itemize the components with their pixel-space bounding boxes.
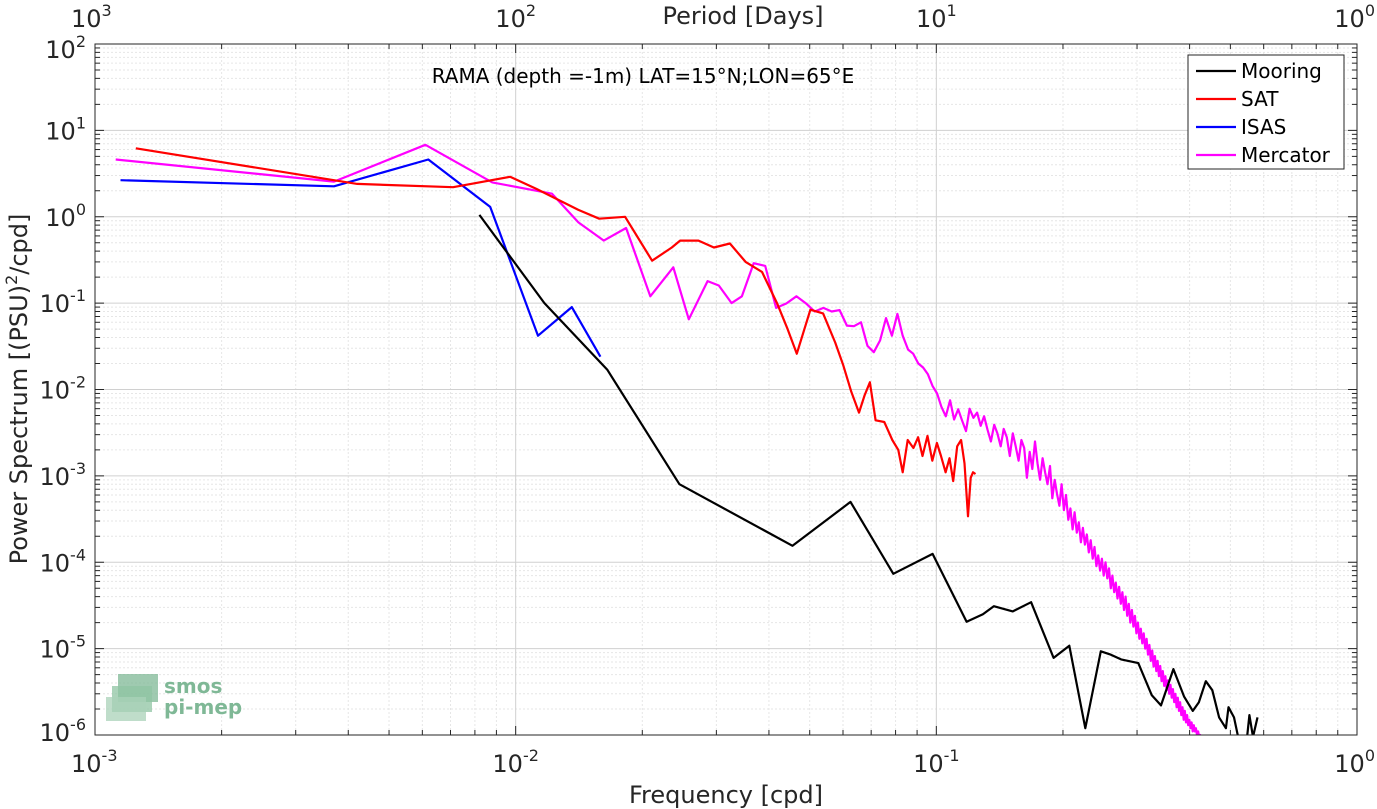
y-axis-label-sup: 2 — [2, 275, 21, 285]
logo-text-smos: smos — [164, 674, 222, 698]
x-tick-label-base: 10 — [492, 750, 523, 778]
top-tick-label-base: 10 — [916, 5, 947, 33]
y-tick-label-base: 10 — [40, 719, 71, 747]
top-tick-label-exponent: 1 — [947, 1, 957, 20]
x-tick-label: 10-3 — [71, 746, 118, 778]
y-axis-label-tail: /cpd] — [5, 214, 33, 275]
y-tick-label: 10-3 — [40, 459, 87, 491]
y-tick-label-base: 10 — [40, 290, 71, 318]
smos-pi-mep-logo: smos pi-mep — [106, 674, 242, 721]
series-line-mooring — [478, 214, 1259, 735]
x-tick-label-exponent: -1 — [944, 746, 960, 765]
y-tick-label-exponent: 2 — [76, 32, 86, 51]
y-tick-label-base: 10 — [40, 463, 71, 491]
y-tick-label-base: 10 — [45, 36, 76, 64]
x-tick-label: 10-1 — [913, 746, 960, 778]
top-tick-label-base: 10 — [71, 5, 102, 33]
y-tick-label-exponent: -1 — [70, 286, 86, 305]
x-tick-label: 100 — [1334, 746, 1375, 778]
legend-box — [1187, 54, 1345, 170]
y-tick-label-exponent: -3 — [70, 459, 86, 478]
top-axis-label: Period [Days] — [662, 2, 823, 30]
chart-annotation: RAMA (depth =-1m) LAT=15°N;LON=65°E — [432, 64, 855, 88]
legend-label-sat: SAT — [1241, 87, 1279, 111]
y-tick-label-exponent: -4 — [70, 545, 86, 564]
y-tick-label: 102 — [45, 32, 86, 64]
y-tick-label-exponent: -6 — [70, 715, 86, 734]
y-tick-label-base: 10 — [40, 549, 71, 577]
y-tick-label: 10-2 — [40, 373, 87, 405]
y-tick-label-base: 10 — [45, 117, 76, 145]
y-tick-label: 10-5 — [40, 632, 87, 664]
y-tick-label: 10-1 — [40, 286, 87, 318]
x-axis-label: Frequency [cpd] — [629, 781, 823, 809]
legend: Mooring SAT ISAS Mercator — [1187, 54, 1345, 170]
x-tick-label-exponent: -2 — [523, 746, 539, 765]
logo-emblem-icon — [106, 674, 158, 721]
legend-label-isas: ISAS — [1241, 115, 1286, 139]
x-tick-label-base: 10 — [1334, 750, 1365, 778]
tick-marks — [94, 43, 1358, 736]
top-tick-label: 100 — [1334, 1, 1375, 33]
y-tick-label: 101 — [45, 113, 86, 145]
y-tick-label-exponent: 1 — [76, 113, 86, 132]
series-line-sat — [135, 147, 977, 518]
legend-label-mooring: Mooring — [1241, 59, 1322, 83]
top-tick-label: 102 — [495, 1, 536, 33]
top-tick-label-base: 10 — [1334, 5, 1365, 33]
x-tick-label-base: 10 — [71, 750, 102, 778]
y-tick-label-exponent: -5 — [70, 632, 86, 651]
y-tick-label-base: 10 — [45, 204, 76, 232]
series-line-mercator — [115, 143, 1202, 735]
top-tick-label-base: 10 — [495, 5, 526, 33]
y-tick-label-base: 10 — [40, 636, 71, 664]
x-tick-label-exponent: 0 — [1365, 746, 1375, 765]
y-tick-label: 10-4 — [40, 545, 87, 577]
y-tick-label-base: 10 — [40, 377, 71, 405]
y-axis-label-main: Power Spectrum [(PSU) — [5, 285, 33, 564]
x-tick-label: 10-2 — [492, 746, 539, 778]
y-tick-label-exponent: 0 — [76, 200, 86, 219]
y-tick-label-exponent: -2 — [70, 373, 86, 392]
x-tick-label-base: 10 — [913, 750, 944, 778]
y-tick-label: 100 — [45, 200, 86, 232]
x-tick-label-exponent: -3 — [102, 746, 118, 765]
top-tick-label-exponent: 3 — [102, 1, 112, 20]
series-layer — [115, 143, 1259, 735]
top-tick-label-exponent: 2 — [526, 1, 536, 20]
legend-items: Mooring SAT ISAS Mercator — [1196, 59, 1331, 167]
y-axis-label: Power Spectrum [(PSU)2/cpd] — [2, 214, 33, 565]
top-tick-label: 103 — [71, 1, 112, 33]
top-tick-label-exponent: 0 — [1365, 1, 1375, 20]
logo-text-pi-mep: pi-mep — [164, 695, 242, 719]
legend-label-mercator: Mercator — [1241, 143, 1331, 167]
series-line-isas — [120, 158, 602, 358]
top-tick-label: 101 — [916, 1, 957, 33]
y-tick-label: 10-6 — [40, 715, 87, 747]
